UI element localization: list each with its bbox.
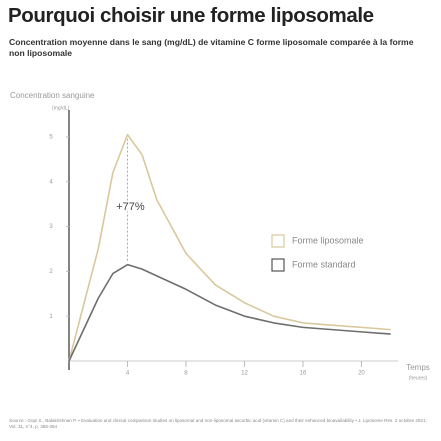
y-axis-unit: (mg/dL) <box>52 105 70 111</box>
y-tick-label: 5 <box>49 134 53 140</box>
x-tick-label: 12 <box>241 371 248 377</box>
legend-swatch <box>271 258 285 272</box>
legend-label: Forme liposomale <box>292 235 364 245</box>
x-tick-label: 20 <box>358 371 365 377</box>
y-tick-label: 1 <box>49 314 53 320</box>
x-tick-label: 8 <box>184 371 188 377</box>
y-tick-label: 4 <box>49 179 53 185</box>
legend-swatch <box>271 234 285 248</box>
legend-label: Forme standard <box>292 259 356 269</box>
chart-title: Pourquoi choisir une forme liposomale <box>8 4 374 27</box>
x-axis-label: Temps <box>406 363 430 372</box>
source-note: Source : Gopi S., Balakrishnan P. • Eval… <box>9 418 427 429</box>
x-tick-label: 16 <box>300 371 307 377</box>
x-axis-unit: (heures) <box>409 375 428 381</box>
y-axis-label: Concentration sanguine <box>10 91 95 100</box>
y-tick-label: 2 <box>49 269 53 275</box>
series-line <box>68 133 391 362</box>
series-line <box>68 263 391 362</box>
x-tick-label: 4 <box>126 371 130 377</box>
y-tick-label: 3 <box>49 224 53 230</box>
annotation: +77% <box>116 201 145 213</box>
chart-subtitle: Concentration moyenne dans le sang (mg/d… <box>9 37 414 58</box>
